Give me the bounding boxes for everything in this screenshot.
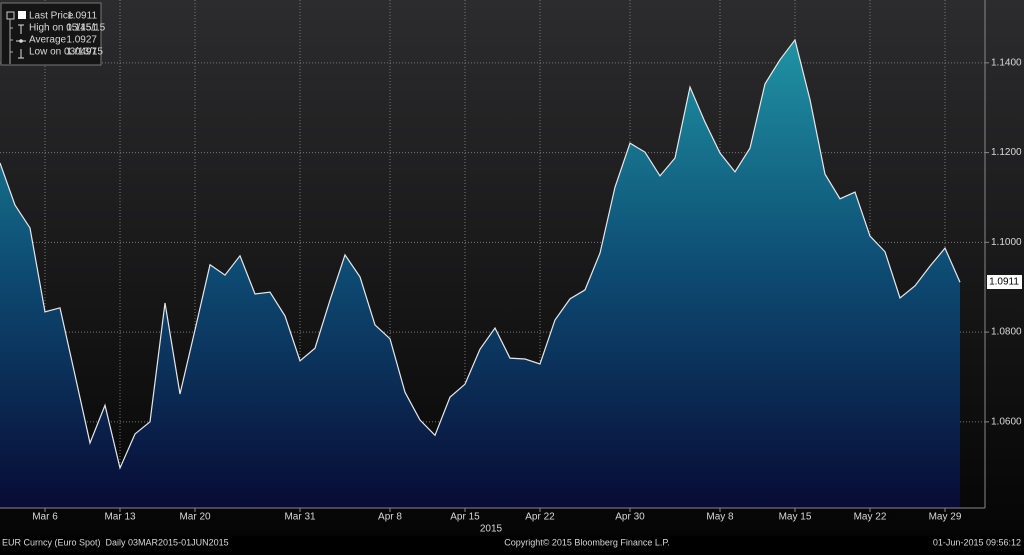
y-tick-label: 1.0800 xyxy=(991,327,1022,338)
y-tick-label: 1.1200 xyxy=(991,147,1022,158)
legend-value: 1.0911 xyxy=(67,11,97,22)
legend-value: 1.1451 xyxy=(66,23,97,34)
x-tick-label: Apr 30 xyxy=(615,512,645,523)
x-tick-label: Apr 15 xyxy=(450,512,480,523)
legend-value: 1.0927 xyxy=(66,35,97,46)
legend-label: Average xyxy=(29,35,67,46)
y-tick-label: 1.0600 xyxy=(991,416,1022,427)
x-tick-label: Apr 8 xyxy=(378,512,402,523)
legend-label: Low on 03/13/15 xyxy=(29,47,103,58)
legend-tree xyxy=(9,19,13,64)
last-price-label: 1.0911 xyxy=(989,277,1019,288)
x-tick-label: Mar 13 xyxy=(104,512,136,523)
y-tick-label: 1.1400 xyxy=(991,57,1022,68)
legend xyxy=(0,2,102,66)
last-price-badge xyxy=(987,275,1022,289)
x-tick-label: May 8 xyxy=(706,512,734,523)
footer-right: 01-Jun-2015 09:56:12 xyxy=(933,537,1021,547)
x-tick-label: Apr 22 xyxy=(525,512,555,523)
x-tick-label: May 22 xyxy=(854,512,887,523)
legend-icon xyxy=(18,49,24,59)
legend-label: High on 05/15/15 xyxy=(29,23,106,34)
legend-label: Last Price xyxy=(29,11,74,22)
x-tick-label: May 15 xyxy=(779,512,812,523)
x-tick-label: Mar 31 xyxy=(284,512,316,523)
legend-icon xyxy=(19,39,23,43)
legend-icon xyxy=(18,11,26,19)
x-tick-label: Mar 6 xyxy=(32,512,58,523)
legend-value: 1.0497 xyxy=(66,47,97,58)
y-tick-label: 1.1000 xyxy=(991,237,1022,248)
footer-center: Copyright© 2015 Bloomberg Finance L.P. xyxy=(504,537,670,547)
x-tick-label: Mar 20 xyxy=(179,512,211,523)
legend-box xyxy=(0,2,102,66)
footer-left: EUR Curncy (Euro Spot) Daily 03MAR2015-0… xyxy=(2,537,229,547)
x-tick-label: May 29 xyxy=(929,512,962,523)
area xyxy=(0,39,960,508)
footer-bar xyxy=(0,536,1024,550)
legend-icon xyxy=(18,24,24,34)
line xyxy=(0,38,961,470)
x-axis-label: 2015 xyxy=(480,524,503,535)
